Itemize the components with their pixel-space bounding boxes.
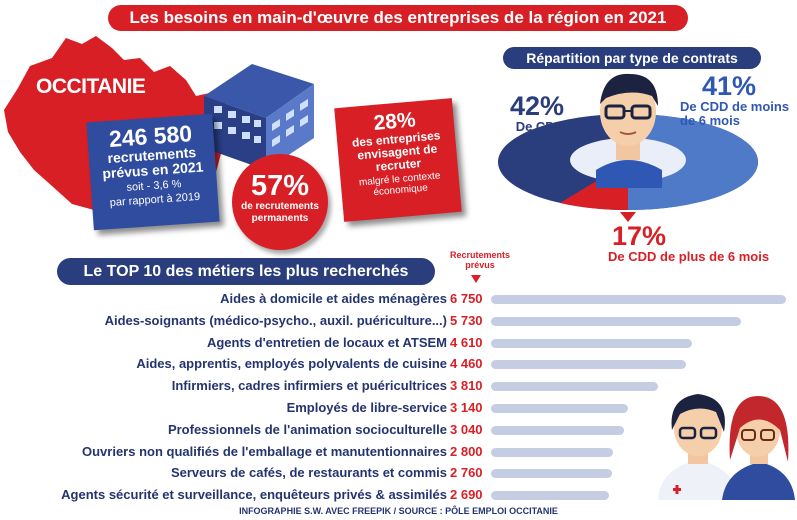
job-bar	[491, 491, 609, 501]
cdd-long-label: De CDD de plus de 6 mois	[608, 249, 770, 264]
cdd-long-value: 17%	[612, 221, 667, 251]
job-bar	[491, 338, 692, 348]
job-value: 4 460	[450, 356, 483, 372]
job-label: Aides-soignants (médico-psycho., auxil. …	[104, 312, 447, 328]
region-label: OCCITANIE	[36, 75, 146, 98]
job-value: 2 690	[450, 487, 483, 503]
job-value: 3 040	[450, 421, 483, 437]
job-bar	[491, 425, 624, 435]
job-bar	[491, 447, 613, 457]
companies-card: 28% des entreprises envisagent de recrut…	[334, 98, 462, 222]
job-value: 4 610	[450, 334, 483, 350]
top10-title: Le TOP 10 des métiers les plus recherché…	[57, 258, 435, 285]
job-label: Aides à domicile et aides ménagères	[220, 291, 447, 306]
job-value: 2 760	[450, 465, 483, 481]
job-value: 5 730	[450, 312, 483, 328]
cdi-value: 42%	[509, 91, 565, 121]
job-label: Agents sécurité et surveillance, enquête…	[61, 487, 447, 503]
page-title: Les besoins en main-d'œuvre des entrepri…	[108, 5, 688, 31]
job-value: 3 140	[450, 400, 483, 415]
cdd-long-stat: 17% De CDD de plus de 6 mois	[608, 222, 797, 264]
job-bar	[491, 360, 686, 370]
job-label: Employés de libre-service	[286, 400, 447, 415]
man-avatar-icon	[596, 73, 662, 188]
job-value: 6 750	[450, 291, 483, 306]
job-bar	[491, 404, 628, 413]
job-value: 3 810	[450, 378, 483, 394]
health-workers-icon	[658, 394, 795, 500]
building-icon	[204, 64, 314, 170]
job-label: Aides, apprentis, employés polyvalents d…	[136, 356, 447, 372]
job-label: Professionnels de l'animation sociocultu…	[167, 421, 447, 437]
cdi-stat: 42% De CDI	[497, 92, 577, 134]
job-bar	[491, 382, 658, 392]
job-value: 2 800	[450, 443, 483, 459]
values-column-header: Recrutements prévus	[449, 250, 511, 270]
permanent-label: de recrutements permanents	[241, 201, 319, 224]
permanent-value: 57%	[250, 170, 310, 202]
job-label: Agents d'entretien de locaux et ATSEM	[206, 334, 447, 350]
job-bar	[491, 316, 741, 326]
cdd-short-value: 41%	[702, 71, 757, 101]
cdi-label: De CDI	[515, 119, 559, 134]
recruitments-card: 246 580 recrutements prévus en 2021 soit…	[86, 113, 220, 231]
cdd-short-label: De CDD de moins de 6 mois	[680, 99, 790, 128]
permanent-circle: 57% de recrutements permanents	[232, 154, 328, 250]
job-label: Ouvriers non qualifiés de l'emballage et…	[81, 443, 447, 459]
job-bar	[491, 295, 786, 304]
contracts-title: Répartition par type de contrats	[503, 47, 761, 69]
marker-arrow-icon	[471, 275, 481, 283]
credits: INFOGRAPHIE S.W. AVEC FREEPIK / SOURCE :…	[239, 506, 558, 516]
job-bar	[491, 469, 612, 479]
cdd-short-stat: 41% De CDD de moins de 6 mois	[680, 72, 790, 128]
job-label: Infirmiers, cadres infirmiers et puéricu…	[171, 378, 447, 394]
job-label: Serveurs de cafés, de restaurants et com…	[170, 465, 447, 481]
